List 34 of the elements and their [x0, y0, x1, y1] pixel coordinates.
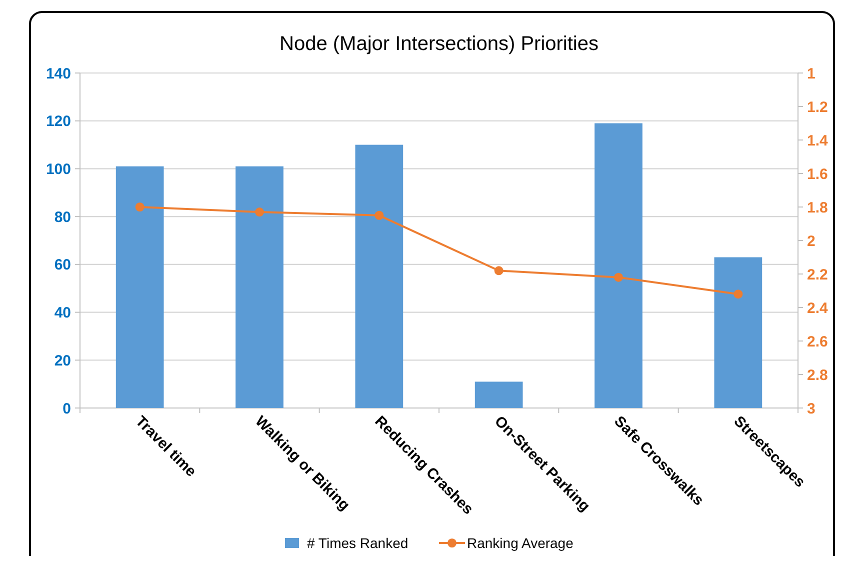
y-tick-label: 80 [54, 208, 71, 226]
legend-label: # Times Ranked [307, 534, 408, 551]
y2-tick-label: 1.8 [807, 199, 828, 216]
y2-tick-label: 1.2 [807, 98, 828, 116]
y-tick-label: 120 [46, 113, 71, 130]
y2-tick-label: 2.4 [807, 300, 829, 317]
bar [236, 166, 284, 408]
point [374, 210, 384, 220]
bar [474, 382, 523, 408]
y2-tick-label: 2.6 [807, 333, 828, 350]
point [135, 202, 144, 212]
point [734, 290, 743, 299]
legend-label: Ranking Average [467, 534, 574, 551]
chart-title: Node (Major Intersections) Priorities [280, 33, 598, 55]
bar [594, 123, 642, 408]
y-tick-label: 40 [54, 304, 71, 322]
point [614, 272, 624, 282]
y-tick-label: 140 [46, 65, 71, 82]
y2-tick-label: 2.8 [807, 366, 828, 384]
y-tick-label: 0 [62, 400, 71, 418]
bar [355, 144, 404, 408]
bar [116, 166, 164, 408]
point [494, 266, 504, 276]
bar [714, 257, 762, 408]
point [254, 208, 264, 217]
y-tick-label: 100 [46, 160, 71, 178]
y-tick-label: 60 [54, 256, 71, 274]
y2-tick-label: 2 [807, 232, 816, 250]
y2-tick-label: 1.4 [807, 132, 829, 150]
y-tick-label: 20 [54, 352, 71, 370]
y2-tick-label: 1.6 [807, 166, 828, 183]
y2-tick-label: 2.2 [807, 266, 828, 284]
y2-tick-label: 3 [807, 400, 816, 418]
y2-tick-label: 1 [807, 65, 816, 82]
